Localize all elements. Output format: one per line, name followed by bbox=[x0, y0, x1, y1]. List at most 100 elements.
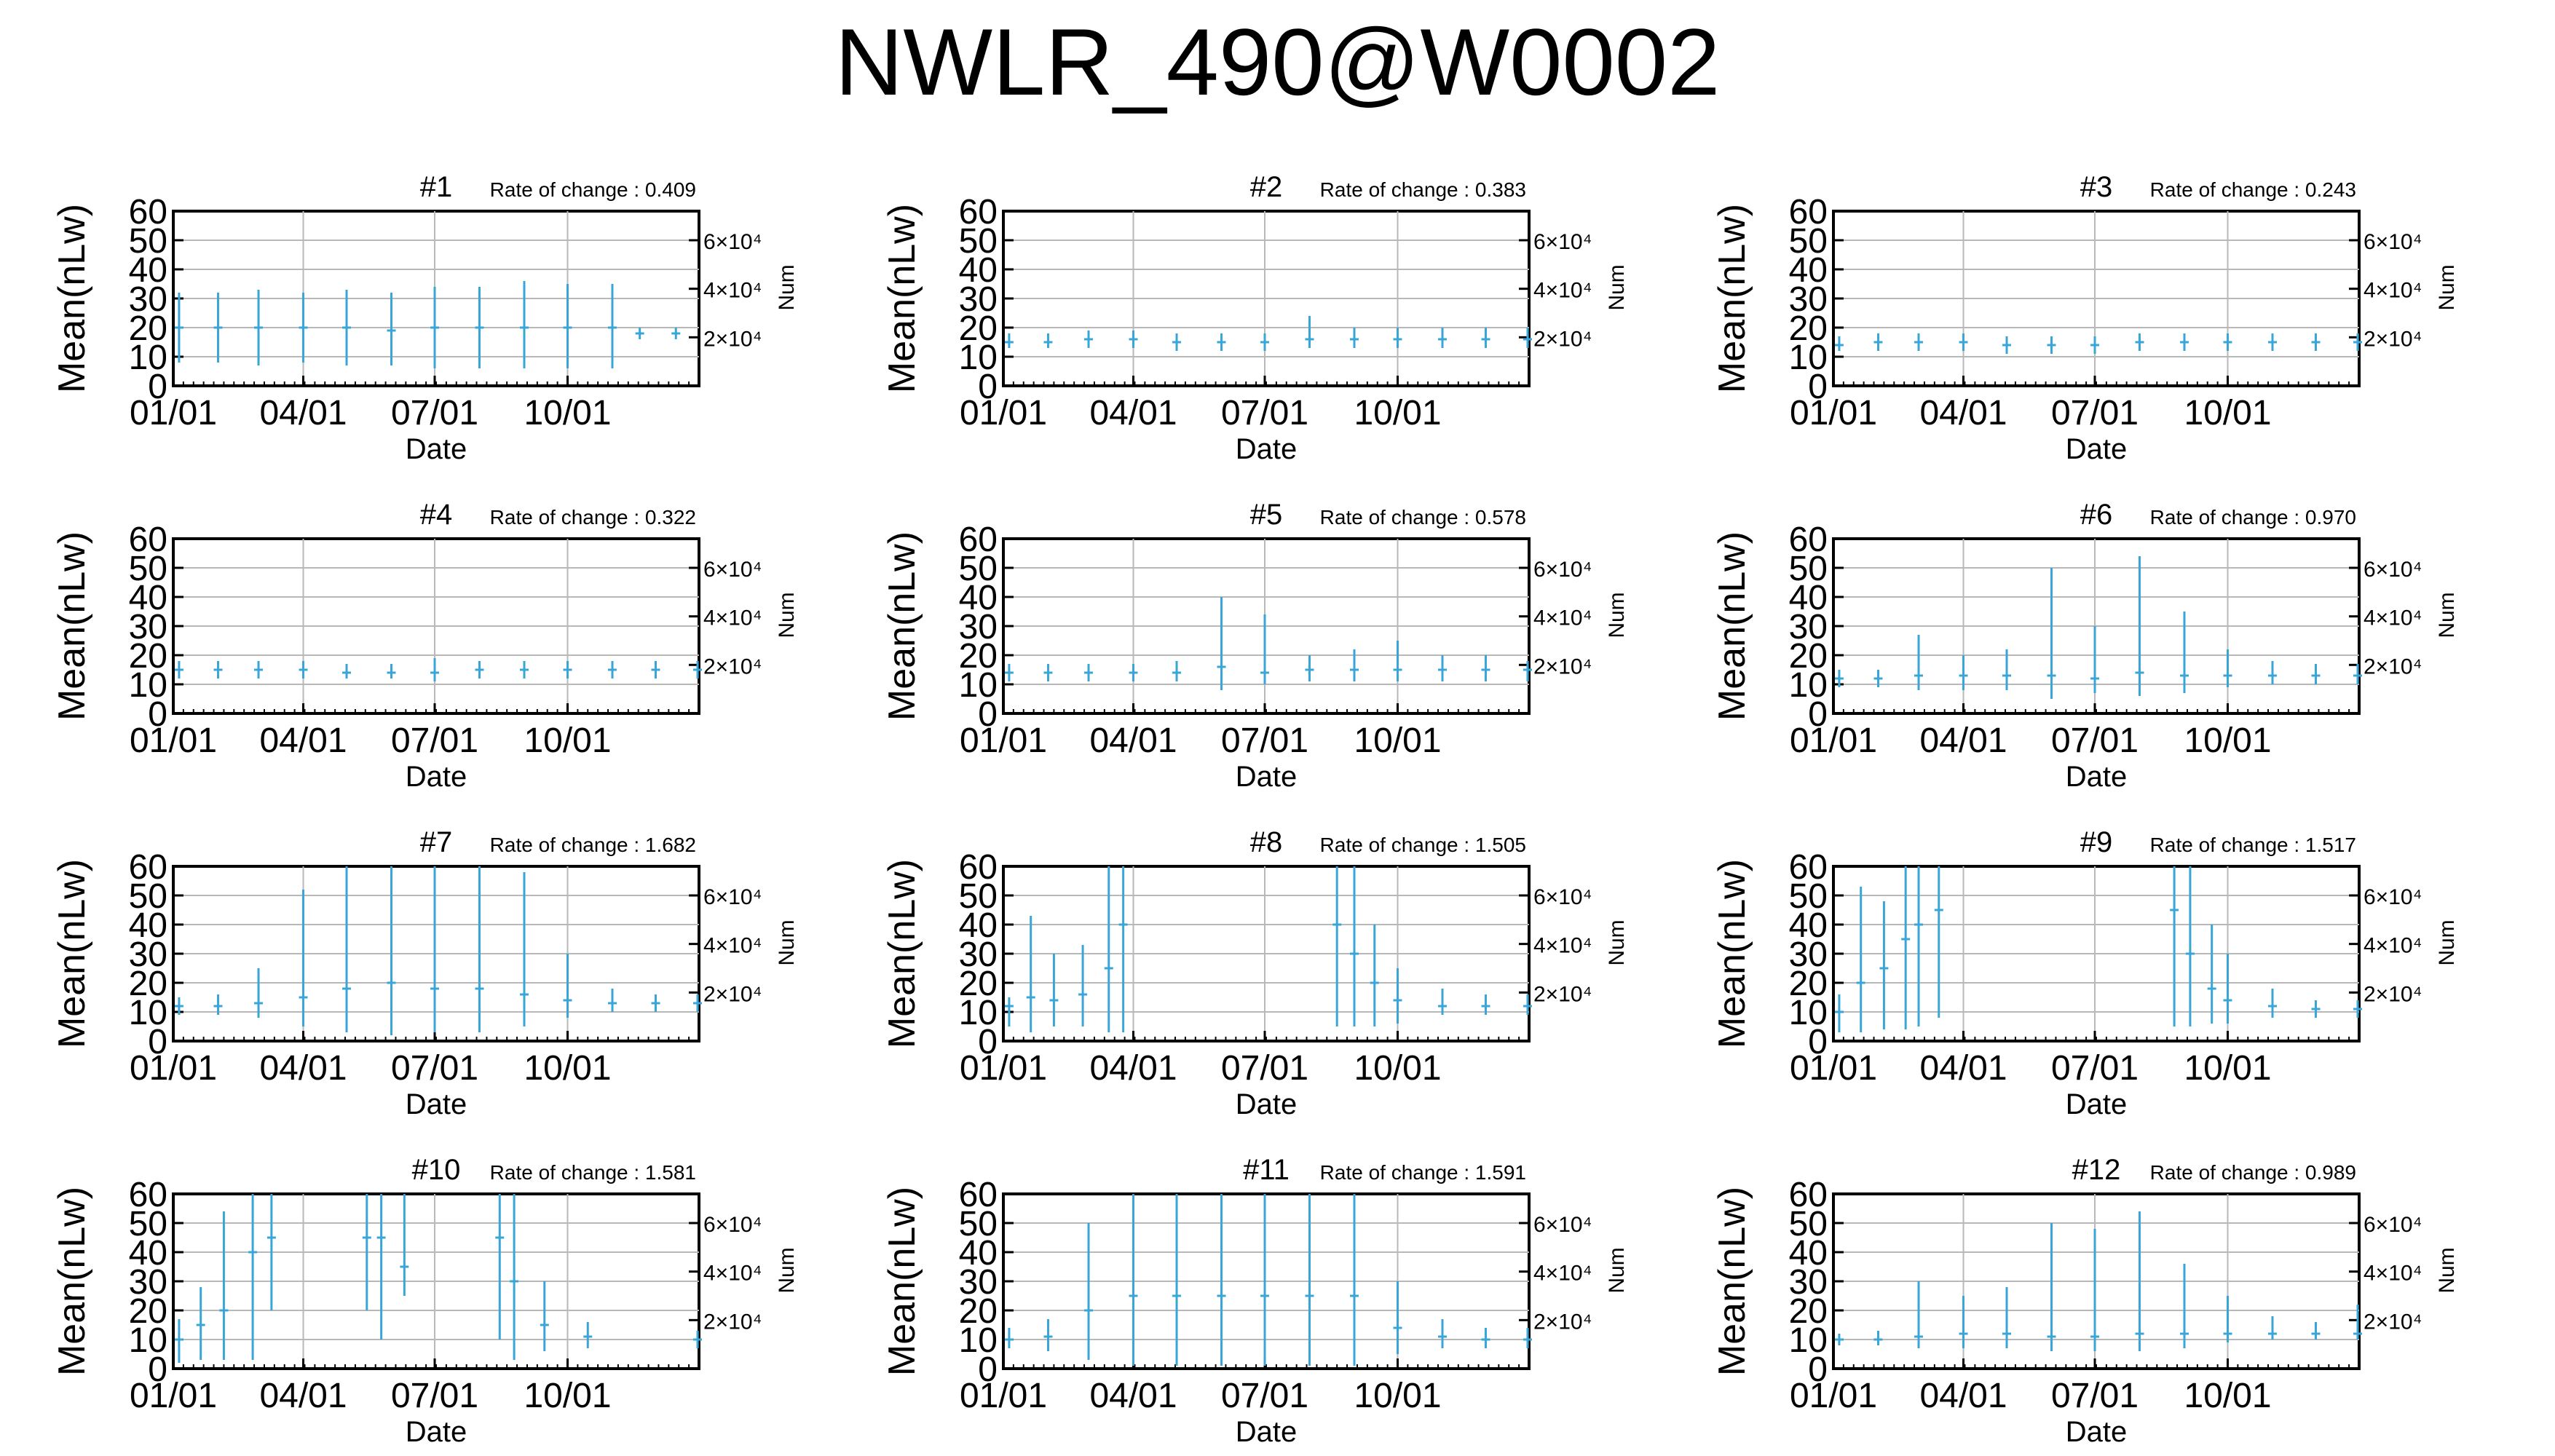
panel-title: #2 bbox=[1250, 171, 1283, 203]
y-axis-label: Mean(nLw) bbox=[1711, 531, 1753, 721]
x-tick-label: 10/01 bbox=[1354, 1377, 1441, 1415]
y-tick-label: 30 bbox=[129, 935, 167, 974]
y-tick-label: 60 bbox=[129, 193, 167, 232]
x-axis-label: Date bbox=[406, 1088, 467, 1120]
series-group bbox=[1004, 316, 1533, 351]
y2-axis-label: Num bbox=[775, 592, 799, 638]
series-group bbox=[1004, 1194, 1533, 1366]
y-tick-label: 20 bbox=[1789, 1292, 1828, 1331]
y-tick-label: 60 bbox=[1789, 521, 1828, 559]
rate-of-change: Rate of change : 1.505 bbox=[1320, 834, 1526, 856]
y2-tick-label: 4×10⁴ bbox=[703, 1262, 762, 1286]
y-tick-label: 30 bbox=[1789, 1263, 1828, 1302]
y2-tick-label: 6×10⁴ bbox=[1533, 885, 1592, 909]
y2-tick-label: 4×10⁴ bbox=[1533, 606, 1592, 630]
y-tick-label: 20 bbox=[959, 637, 998, 676]
y-tick-label: 50 bbox=[129, 550, 167, 588]
x-axis-label: Date bbox=[1236, 433, 1298, 465]
y2-tick-label: 2×10⁴ bbox=[703, 1310, 762, 1334]
y-tick-label: 40 bbox=[129, 1234, 167, 1273]
y-tick-label: 30 bbox=[959, 280, 998, 319]
y-tick-label: 30 bbox=[959, 608, 998, 646]
x-axis-label: Date bbox=[1236, 1416, 1298, 1448]
x-tick-label: 07/01 bbox=[2051, 1377, 2139, 1415]
y2-tick-label: 2×10⁴ bbox=[703, 982, 762, 1006]
y-tick-label: 50 bbox=[1789, 550, 1828, 588]
y-tick-label: 30 bbox=[1789, 608, 1828, 646]
y-tick-label: 0 bbox=[978, 368, 998, 406]
y2-axis-label: Num bbox=[2435, 264, 2459, 310]
x-tick-label: 07/01 bbox=[391, 394, 478, 432]
y2-tick-label: 2×10⁴ bbox=[1533, 982, 1592, 1006]
y2-tick-label: 2×10⁴ bbox=[2364, 327, 2422, 351]
x-tick-label: 07/01 bbox=[391, 1049, 478, 1088]
y-tick-label: 30 bbox=[129, 608, 167, 646]
x-tick-label: 07/01 bbox=[391, 1377, 478, 1415]
y-tick-label: 50 bbox=[129, 877, 167, 916]
x-axis-label: Date bbox=[2066, 1088, 2128, 1120]
y2-tick-label: 2×10⁴ bbox=[1533, 654, 1592, 678]
y2-tick-label: 6×10⁴ bbox=[1533, 230, 1592, 254]
y-tick-label: 0 bbox=[978, 1023, 998, 1061]
y2-tick-label: 2×10⁴ bbox=[2364, 654, 2422, 678]
y2-axis-label: Num bbox=[775, 264, 799, 310]
y-tick-label: 50 bbox=[1789, 877, 1828, 916]
y-tick-label: 20 bbox=[959, 309, 998, 348]
x-axis-label: Date bbox=[1236, 761, 1298, 793]
y2-tick-label: 2×10⁴ bbox=[2364, 1310, 2422, 1334]
panel-title: #9 bbox=[2080, 826, 2113, 858]
y-axis-label: Mean(nLw) bbox=[51, 859, 93, 1048]
series-group bbox=[1834, 556, 2363, 699]
x-tick-label: 04/01 bbox=[1919, 721, 2007, 760]
x-tick-label: 10/01 bbox=[524, 721, 611, 760]
x-tick-label: 01/01 bbox=[130, 394, 217, 432]
y-tick-label: 20 bbox=[959, 1292, 998, 1331]
panel-title: #4 bbox=[420, 499, 453, 531]
y2-axis-label: Num bbox=[1605, 1247, 1629, 1293]
y-tick-label: 40 bbox=[1789, 579, 1828, 617]
y-tick-label: 30 bbox=[129, 1263, 167, 1302]
y-tick-label: 60 bbox=[959, 848, 998, 887]
panel-title: #8 bbox=[1250, 826, 1283, 858]
x-tick-label: 01/01 bbox=[1790, 721, 1877, 760]
x-tick-label: 10/01 bbox=[2184, 1049, 2271, 1088]
rate-of-change: Rate of change : 0.383 bbox=[1320, 178, 1526, 201]
y-tick-label: 0 bbox=[148, 1023, 167, 1061]
y2-tick-label: 2×10⁴ bbox=[703, 654, 762, 678]
rate-of-change: Rate of change : 0.243 bbox=[2150, 178, 2356, 201]
y-tick-label: 40 bbox=[129, 906, 167, 945]
y-axis-label: Mean(nLw) bbox=[881, 204, 923, 393]
y-tick-label: 0 bbox=[1808, 1023, 1828, 1061]
y-tick-label: 10 bbox=[1789, 666, 1828, 705]
y-axis-label: Mean(nLw) bbox=[51, 531, 93, 721]
y-tick-label: 30 bbox=[1789, 280, 1828, 319]
y-tick-label: 30 bbox=[959, 1263, 998, 1302]
y-tick-label: 10 bbox=[129, 666, 167, 705]
x-tick-label: 04/01 bbox=[1089, 1377, 1177, 1415]
x-tick-label: 01/01 bbox=[130, 1377, 217, 1415]
y-tick-label: 50 bbox=[959, 222, 998, 261]
x-axis-label: Date bbox=[406, 1416, 467, 1448]
y-tick-label: 60 bbox=[129, 1176, 167, 1214]
rate-of-change: Rate of change : 0.989 bbox=[2150, 1161, 2356, 1184]
y-tick-label: 20 bbox=[129, 637, 167, 676]
y2-tick-label: 2×10⁴ bbox=[1533, 327, 1592, 351]
y-tick-label: 10 bbox=[1789, 994, 1828, 1032]
y2-tick-label: 6×10⁴ bbox=[703, 230, 762, 254]
y-tick-label: 50 bbox=[129, 222, 167, 261]
rate-of-change: Rate of change : 1.591 bbox=[1320, 1161, 1526, 1184]
y-tick-label: 10 bbox=[959, 339, 998, 377]
y-tick-label: 20 bbox=[1789, 309, 1828, 348]
y-tick-label: 20 bbox=[129, 965, 167, 1003]
y2-axis-label: Num bbox=[2435, 1247, 2459, 1293]
y-tick-label: 60 bbox=[959, 193, 998, 232]
y2-tick-label: 6×10⁴ bbox=[703, 885, 762, 909]
y2-tick-label: 4×10⁴ bbox=[1533, 934, 1592, 958]
x-tick-label: 04/01 bbox=[259, 1377, 347, 1415]
y-tick-label: 20 bbox=[1789, 637, 1828, 676]
